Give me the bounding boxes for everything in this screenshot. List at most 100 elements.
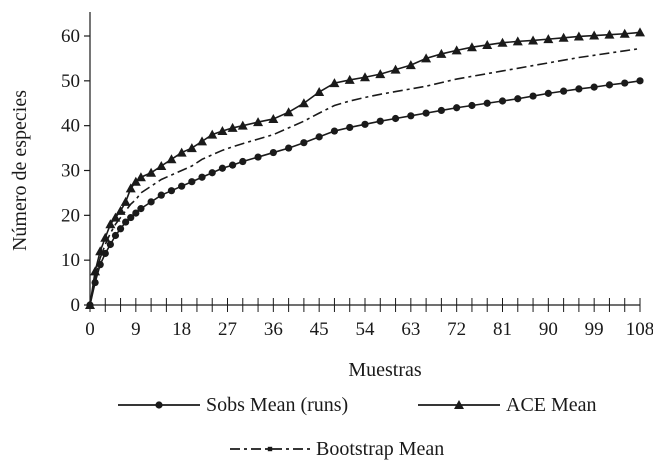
data-point: Sobs Mean (runs): 8, 19.5 [127, 213, 135, 222]
data-point: ACE Mean: 45, 47.5 [314, 87, 325, 97]
data-point: Sobs Mean (runs): 10, 21.5 [137, 205, 145, 213]
data-point: ACE Mean: 102, 60.3 [604, 29, 615, 39]
data-point: ACE Mean: 9, 27.5 [130, 176, 141, 186]
legend-marker [454, 400, 464, 409]
data-point: ACE Mean: 39, 43 [283, 107, 294, 117]
data-point: ACE Mean: 26, 38.8 [217, 126, 228, 136]
data-point: ACE Mean: 57, 51.5 [375, 69, 386, 79]
data-point: Sobs Mean (runs): 3, 11.5 [101, 249, 109, 258]
data-point: ACE Mean: 12, 29.5 [146, 167, 157, 177]
data-point: Sobs Mean (runs): 26, 30.5 [218, 164, 227, 172]
data-point: Sobs Mean (runs): 5, 15.5 [111, 231, 120, 240]
data-point: ACE Mean: 33, 40.8 [253, 117, 264, 127]
series-lines: Sobs Mean (runs): 0, 0Sobs Mean (runs): … [85, 27, 645, 309]
legend-label: Bootstrap Mean [316, 438, 444, 460]
data-point: ACE Mean: 22, 36.5 [197, 136, 208, 146]
x-tick-label: 27 [218, 319, 237, 340]
data-point: Sobs Mean (runs): 63, 42.2 [407, 112, 415, 120]
series-line [89, 47, 641, 306]
y-tick-label: 60 [61, 26, 80, 47]
data-point: Sobs Mean (runs): 48, 38.8 [330, 127, 339, 135]
x-tick-label: 99 [585, 319, 604, 340]
legend-item-0: Sobs Mean (runs) [118, 394, 348, 416]
data-point: Sobs Mean (runs): 78, 45 [483, 99, 491, 107]
data-point: ACE Mean: 16, 32.5 [166, 154, 177, 164]
data-point: Sobs Mean (runs): 14, 24.5 [157, 191, 165, 199]
data-point: ACE Mean: 28, 39.5 [227, 122, 238, 132]
data-point: ACE Mean: 78, 58 [482, 39, 493, 49]
data-point: ACE Mean: 99, 60.1 [589, 30, 600, 40]
data-point: Sobs Mean (runs): 96, 48.2 [575, 85, 583, 93]
data-point: ACE Mean: 105, 60.5 [619, 28, 630, 38]
data-point: ACE Mean: 1, 7.5 [90, 266, 101, 276]
data-point: Sobs Mean (runs): 28, 31.2 [228, 161, 237, 169]
data-point: ACE Mean: 36, 41.5 [268, 113, 279, 123]
legend-item-1: ACE Mean [418, 394, 597, 416]
y-tick-label: 30 [61, 161, 80, 182]
data-point: ACE Mean: 20, 35 [186, 143, 197, 153]
y-tick-label: 10 [61, 250, 80, 271]
legend-marker [155, 401, 163, 409]
data-point: ACE Mean: 54, 50.8 [360, 72, 370, 82]
data-point: Sobs Mean (runs): 12, 23 [147, 198, 155, 206]
data-point: Sobs Mean (runs): 81, 45.5 [498, 97, 507, 105]
data-point: Sobs Mean (runs): 22, 28.5 [198, 173, 206, 181]
data-point: ACE Mean: 93, 59.6 [558, 32, 569, 42]
data-point: ACE Mean: 2, 12 [95, 246, 106, 256]
data-point: ACE Mean: 30, 40 [237, 120, 248, 130]
data-point: ACE Mean: 5, 19.5 [110, 212, 121, 222]
data-point: ACE Mean: 42, 45 [298, 98, 309, 108]
data-point: Sobs Mean (runs): 7, 18.5 [122, 218, 130, 226]
x-tick-label: 108 [626, 319, 653, 340]
data-point: ACE Mean: 51, 50.2 [344, 74, 355, 84]
data-point: ACE Mean: 7, 23 [120, 196, 131, 206]
data-point: Sobs Mean (runs): 72, 44 [453, 104, 461, 112]
data-point: ACE Mean: 96, 59.9 [573, 31, 584, 41]
legend: Sobs Mean (runs) ACE Mean Bootstrap Mean [118, 394, 597, 460]
data-point: ACE Mean: 69, 56 [436, 48, 447, 58]
legend-label: ACE Mean [506, 394, 597, 416]
data-point: Sobs Mean (runs): 45, 37.5 [315, 133, 323, 141]
x-tick-label: 72 [447, 319, 466, 340]
data-point: Sobs Mean (runs): 60, 41.6 [391, 114, 400, 123]
data-point: Sobs Mean (runs): 93, 47.7 [560, 87, 568, 95]
data-point: ACE Mean: 8, 26 [125, 183, 136, 193]
y-tick-label: 20 [61, 205, 80, 226]
y-tick-label: 0 [71, 295, 81, 316]
x-tick-label: 81 [493, 319, 512, 340]
series-1: ACE Mean: 0, 0ACE Mean: 1, 7.5ACE Mean: … [85, 27, 645, 309]
legend-label: Sobs Mean (runs) [206, 394, 348, 416]
x-tick-label: 0 [85, 319, 95, 340]
data-point: Sobs Mean (runs): 51, 39.6 [346, 123, 354, 132]
data-point: ACE Mean: 90, 59.3 [543, 34, 554, 44]
series-0: Sobs Mean (runs): 0, 0Sobs Mean (runs): … [86, 77, 644, 309]
data-point: ACE Mean: 24, 38 [207, 129, 218, 139]
data-point: ACE Mean: 48, 49.5 [329, 78, 340, 88]
data-point: Sobs Mean (runs): 66, 42.8 [422, 109, 430, 117]
series-2 [89, 47, 641, 306]
data-point: Sobs Mean (runs): 54, 40.3 [361, 120, 369, 128]
data-point: Sobs Mean (runs): 69, 43.4 [437, 106, 445, 115]
x-tick-label: 54 [356, 319, 376, 340]
data-point: Sobs Mean (runs): 6, 17 [116, 225, 125, 233]
data-point: ACE Mean: 14, 31 [156, 161, 167, 171]
data-point: Sobs Mean (runs): 9, 20.5 [132, 209, 140, 217]
data-point: Sobs Mean (runs): 105, 49.5 [621, 79, 629, 87]
data-point: ACE Mean: 10, 28.5 [135, 172, 146, 182]
legend-item-2: Bootstrap Mean [230, 438, 444, 460]
x-tick-label: 90 [539, 319, 558, 340]
data-point: ACE Mean: 87, 59 [528, 35, 539, 45]
data-point: Sobs Mean (runs): 108, 50 [636, 77, 644, 85]
x-tick-label: 45 [310, 319, 329, 340]
data-point: ACE Mean: 6, 21 [115, 205, 126, 215]
data-point: Sobs Mean (runs): 18, 26.5 [178, 182, 186, 190]
ticks: 0 10 20 30 40 50 60 0 9 18 27 36 45 54 63 72 81 90 99 108 [61, 26, 653, 340]
data-point: Sobs Mean (runs): 90, 47.2 [544, 89, 552, 97]
data-point: ACE Mean: 75, 57.5 [466, 42, 477, 52]
data-point: Sobs Mean (runs): 33, 33 [254, 153, 262, 161]
data-point: Sobs Mean (runs): 20, 27.5 [188, 178, 196, 186]
data-point: Sobs Mean (runs): 75, 44.5 [468, 101, 476, 110]
y-axis-title: Número de especies [9, 90, 31, 251]
data-point: Sobs Mean (runs): 16, 25.5 [167, 187, 176, 195]
